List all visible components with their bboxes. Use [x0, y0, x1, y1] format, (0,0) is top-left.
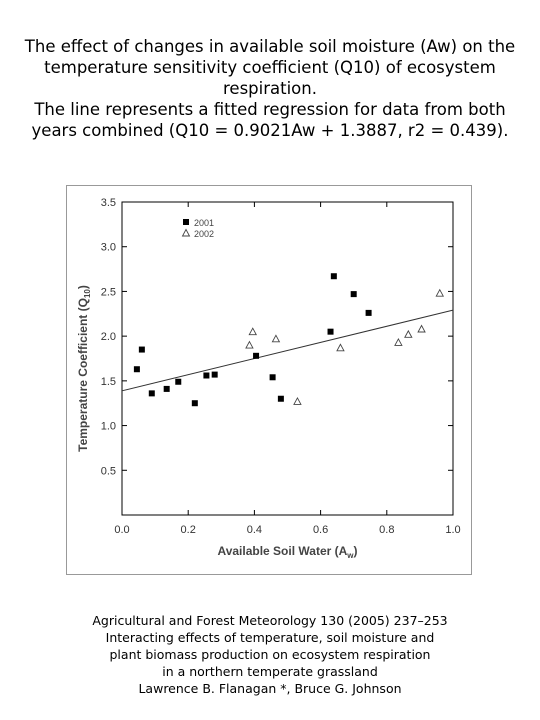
x-axis-label: Available Soil Water (Aw) [217, 544, 357, 560]
data-point-2002 [417, 324, 426, 333]
y-tick-label: 2.0 [101, 331, 116, 343]
data-point-2001 [269, 374, 276, 381]
x-tick-label: 0.6 [313, 524, 328, 536]
citation-line: Interacting effects of temperature, soil… [105, 630, 435, 645]
y-axis-label: Temperature Coefficient (Q10) [76, 285, 92, 452]
data-point-2001 [191, 400, 198, 407]
data-point-2001 [277, 395, 284, 402]
data-point-2002 [245, 340, 254, 349]
caption-line: respiration. [223, 79, 317, 98]
scatter-chart: 0.5 1.0 1.5 2.0 2.5 3.0 3.5 0.0 0.2 0.4 0.6 0.8 1.0 A… [76, 197, 461, 560]
x-tick-label: 1.0 [445, 524, 460, 536]
citation-line: plant biomass production on ecosystem re… [109, 647, 431, 662]
data-point-2002 [394, 337, 403, 346]
data-point-2002 [293, 396, 302, 405]
data-point-2002 [271, 334, 281, 343]
data-point-2001 [211, 371, 218, 378]
y-tick-label: 2.5 [101, 286, 116, 298]
data-point-2001 [175, 378, 182, 385]
figure-caption: The effect of changes in available soil … [18, 36, 522, 141]
legend-label: 2002 [194, 229, 214, 239]
chart-figure: 0.5 1.0 1.5 2.0 2.5 3.0 3.5 0.0 0.2 0.4 0.6 0.8 1.0 A… [66, 185, 472, 575]
data-point-2001 [365, 309, 372, 316]
caption-line: The effect of changes in available soil … [24, 37, 516, 56]
data-point-2002 [404, 329, 413, 338]
y-tick-label: 1.0 [101, 421, 116, 433]
data-point-2002 [336, 343, 345, 352]
legend-marker-2001 [183, 219, 189, 225]
x-tick-label: 0.4 [247, 524, 262, 536]
x-tick-label: 0.2 [181, 524, 196, 536]
caption-line: temperature sensitivity coefficient (Q10… [44, 58, 496, 77]
data-point-2001 [253, 352, 260, 359]
y-tick-label: 3.5 [101, 197, 116, 209]
citation-line: Lawrence B. Flanagan *, Bruce G. Johnson [138, 681, 402, 696]
data-point-2002 [435, 288, 445, 297]
data-point-2001 [148, 390, 155, 397]
citation-line: Agricultural and Forest Meteorology 130 … [92, 613, 448, 628]
y-tick-label: 0.5 [101, 465, 116, 477]
data-point-2001 [350, 291, 357, 298]
y-tick-label: 3.0 [101, 242, 116, 254]
data-point-2002 [248, 327, 257, 336]
y-tick-label: 1.5 [101, 376, 116, 388]
regression-line [121, 309, 454, 392]
data-point-2001 [203, 372, 210, 379]
data-point-2001 [327, 328, 334, 335]
legend-label: 2001 [194, 218, 214, 228]
x-tick-label: 0.8 [379, 524, 394, 536]
citation-line: in a northern temperate grassland [162, 664, 378, 679]
source-citation: Agricultural and Forest Meteorology 130 … [18, 612, 522, 697]
caption-line: years combined (Q10 = 0.9021Aw + 1.3887,… [31, 121, 509, 140]
plot-frame [121, 201, 454, 516]
data-point-2001 [133, 366, 140, 373]
legend-marker-2002 [181, 228, 191, 237]
x-tick-label: 0.0 [114, 524, 129, 536]
data-point-2001 [138, 346, 145, 353]
data-point-2001 [330, 273, 337, 280]
data-point-2001 [163, 385, 170, 392]
caption-line: The line represents a fitted regression … [34, 100, 506, 119]
